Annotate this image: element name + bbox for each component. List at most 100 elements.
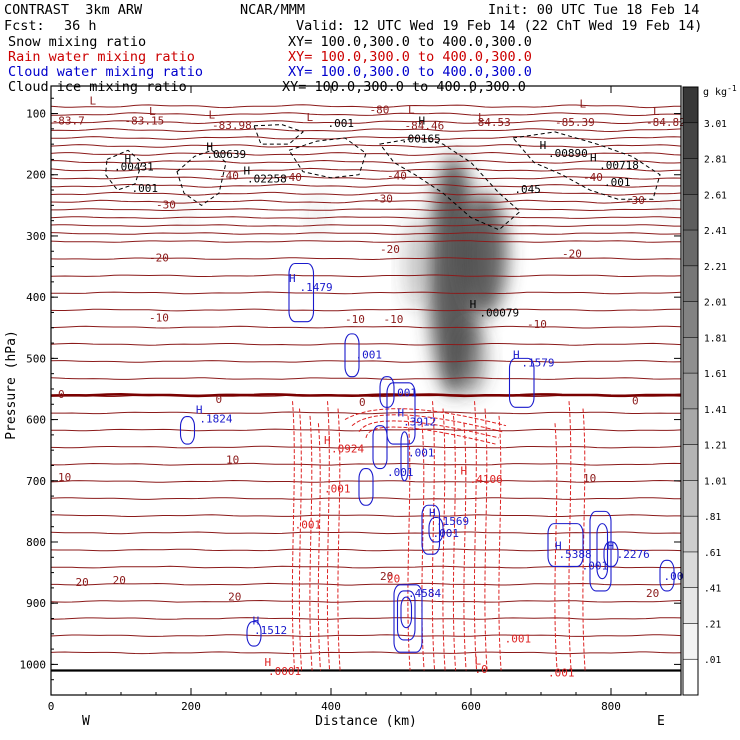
cloud-ice-contours <box>105 124 661 231</box>
x-tick-label-1: 200 <box>181 700 201 713</box>
cloud-label-2: H <box>196 403 203 416</box>
ice-label-0: H <box>470 298 477 311</box>
snow-label-7: .001 <box>328 117 355 130</box>
snow-label-11: .00890 <box>548 147 588 160</box>
rain-label-7: .001 <box>505 632 531 645</box>
west-label: W <box>82 714 90 729</box>
isotherm-4 <box>51 136 681 140</box>
rain-label-0: H <box>324 434 331 447</box>
colorbar-swatch-15 <box>683 623 698 660</box>
cloud-label-18: .2276 <box>617 548 650 561</box>
y-tick-label-6: 700 <box>26 475 46 488</box>
rain-contour-3 <box>317 423 321 671</box>
colorbar: 3.01 2.81 2.61 2.41 2.21 2.01 1.81 1.61 1.41 1.21… <box>682 86 727 696</box>
isotherm-10 <box>51 183 681 188</box>
colorbar-tick-label-4: 2.21 <box>704 262 727 273</box>
temp-label-25: 0 <box>632 394 639 407</box>
colorbar-tick-label-8: 1.41 <box>704 405 727 416</box>
temp-label-2: -83.98 <box>212 119 252 132</box>
cloud-label-11: .1579 <box>521 356 554 369</box>
cloud-label-4: H <box>398 407 405 420</box>
isotherm-zero <box>51 392 681 398</box>
rain-arc-1 <box>351 414 503 433</box>
colorbar-tick-label-14: .21 <box>704 619 721 630</box>
y-tick-label-8: 900 <box>26 597 46 610</box>
colorbar-tick-label-10: 1.01 <box>704 476 727 487</box>
temp-label-18: -10 <box>149 312 169 325</box>
temp-label-7: -84.82 <box>646 116 686 129</box>
colorbar-frame <box>682 86 699 696</box>
y-axis-label: Pressure (hPa) <box>4 330 19 440</box>
isotherm-37 <box>51 582 681 586</box>
ice-contour-1 <box>105 149 143 191</box>
isotherm-0 <box>51 104 681 109</box>
isotherm-12 <box>51 199 681 204</box>
x-tick-label-4: 800 <box>601 700 621 713</box>
temp-label-23: 0 <box>216 393 223 406</box>
temp-label-3: -80 <box>370 104 390 117</box>
temp-label-5: -84.53 <box>471 116 511 129</box>
isotherm-13 <box>51 208 681 212</box>
temp-label-20: -10 <box>384 313 404 326</box>
snow-label-8: .00165 <box>401 132 441 145</box>
rain-label-1: .0924 <box>331 443 364 456</box>
cloud-label-1: .1479 <box>300 281 333 294</box>
snow-label-0: H <box>206 140 213 153</box>
cloud-contour-5 <box>508 357 535 408</box>
rain-label-8: H <box>265 656 272 669</box>
temp-label-16: -20 <box>380 243 400 256</box>
rain-contour-10 <box>452 415 457 671</box>
cloud-contour-10 <box>596 523 609 580</box>
y-tick-label-3: 400 <box>26 291 46 304</box>
snow-label-12: H <box>590 151 597 164</box>
isotherm-29 <box>51 445 681 449</box>
temp-label-30: 20 <box>113 574 126 587</box>
snow-label-1: .00639 <box>206 148 246 161</box>
x-axis-label: Distance (km) <box>315 714 417 729</box>
colorbar-tick-label-11: .81 <box>704 512 721 523</box>
low-mark-6: L <box>653 105 660 118</box>
snow-core-4 <box>308 193 326 236</box>
temp-label-15: -20 <box>149 252 169 265</box>
colorbar-swatch-3 <box>683 194 698 231</box>
cloud-water-contours <box>179 262 675 653</box>
isotherm-34 <box>51 531 681 535</box>
cloud-label-13: .1569 <box>436 515 469 528</box>
fcst-label: Fcst: <box>4 18 45 34</box>
cloud-contour-14 <box>396 590 416 641</box>
colorbar-swatch-13 <box>683 551 698 588</box>
rain-contour-15 <box>554 423 558 671</box>
y-tick-label-0: 100 <box>26 108 46 121</box>
isotherm-25 <box>51 377 681 380</box>
colorbar-tick-label-7: 1.61 <box>704 369 727 380</box>
cloud-contour-1 <box>179 415 196 445</box>
init-time: Init: 00 UTC Tue 18 Feb 14 <box>488 2 700 18</box>
cloud-contour-17 <box>372 425 388 470</box>
cloud-contour-15 <box>400 596 413 629</box>
cloud-contour-7 <box>428 516 444 543</box>
cloud-label-9: .001 <box>387 466 414 479</box>
isotherm-40 <box>51 634 681 638</box>
low-mark-2: L <box>209 108 216 121</box>
isotherm-7 <box>51 159 681 164</box>
ice-contour-5 <box>253 124 304 145</box>
cloud-label-15: H <box>555 539 562 552</box>
y-tick-label-2: 300 <box>26 230 46 243</box>
isotherm-2 <box>51 120 681 125</box>
colorbar-tick-label-0: 3.01 <box>704 119 727 130</box>
cloud-contour-11 <box>603 541 619 568</box>
snow-label-5: .02258 <box>247 173 287 186</box>
colorbar-swatch-10 <box>683 444 698 481</box>
colorbar-tick-label-12: .61 <box>704 548 721 559</box>
colorbar-swatch-2 <box>683 158 698 195</box>
isotherm-9 <box>51 175 681 180</box>
temp-label-9: -40 <box>282 171 302 184</box>
isotherm-23 <box>51 342 681 346</box>
cloud-label-19: .001 <box>582 560 609 573</box>
snow-label-2: H <box>125 153 132 166</box>
isotherm-5 <box>51 144 681 148</box>
low-mark-5: L <box>580 97 587 110</box>
cloud-contour-12 <box>659 559 675 592</box>
colorbar-unit: g kg-1 <box>703 84 737 98</box>
rain-label-6: 20 <box>387 572 400 585</box>
